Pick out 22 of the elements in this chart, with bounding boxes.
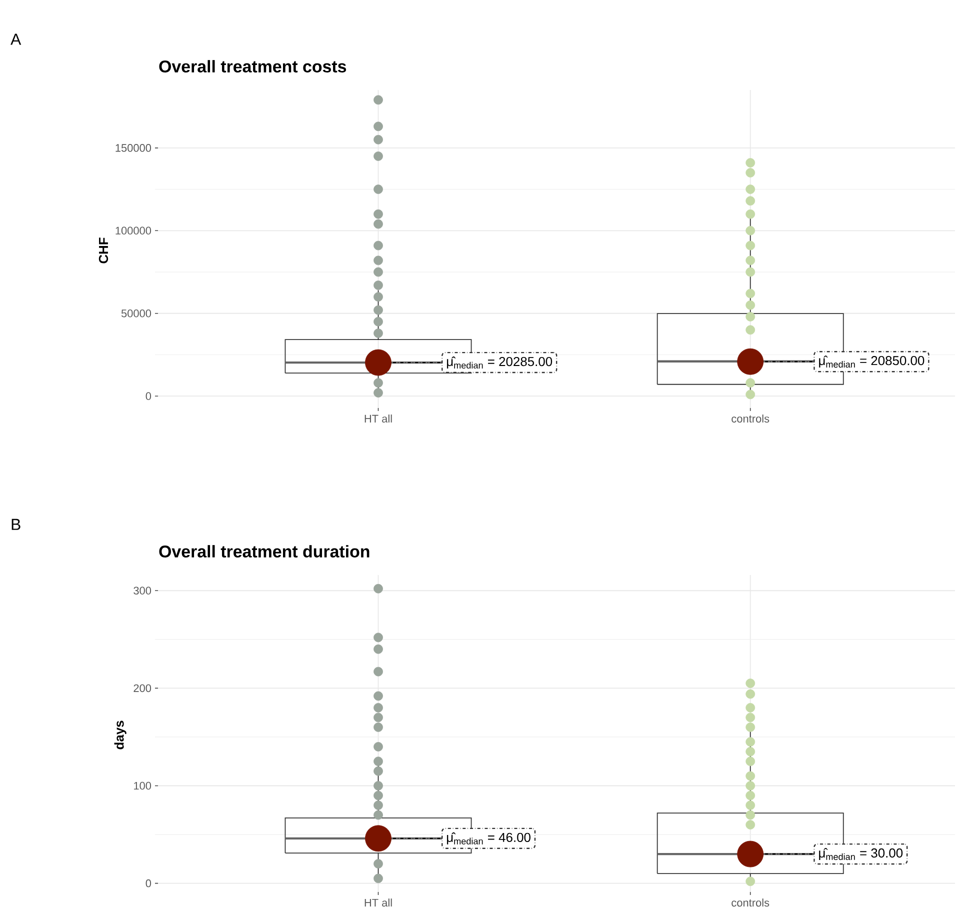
y-tick-label: 0 [146, 392, 152, 400]
text: A [10, 34, 22, 45]
x-tick-label: controls [732, 898, 770, 907]
annotation: μ̂$_{median}$ = 46.00 [446, 832, 530, 844]
chart-title: Overall treatment duration [159, 545, 370, 558]
annotation: μ̂$_{median}$ = 30.00 [819, 848, 903, 860]
chart-title: Overall treatment costs [159, 60, 346, 73]
annotation: μ̂$_{median}$ = 20850.00 [819, 356, 924, 368]
text: B [12, 518, 20, 530]
y-tick-label: 100 [134, 782, 152, 790]
y-axis-title: days [114, 720, 126, 750]
y-tick-label: 50000 [121, 310, 152, 318]
y-tick-label: 150000 [116, 144, 152, 152]
y-tick-label: 200 [134, 684, 152, 692]
x-tick-label: HT all [364, 898, 392, 907]
annotation: μ̂$_{median}$ = 20285.00 [446, 356, 552, 369]
x-tick-label: controls [732, 414, 770, 423]
x-tick-label: HT all [364, 414, 392, 423]
y-tick-label: 100000 [116, 226, 152, 235]
y-tick-label: 0 [146, 879, 152, 888]
y-tick-label: 300 [134, 586, 152, 594]
y-axis-title: CHF [98, 238, 108, 264]
